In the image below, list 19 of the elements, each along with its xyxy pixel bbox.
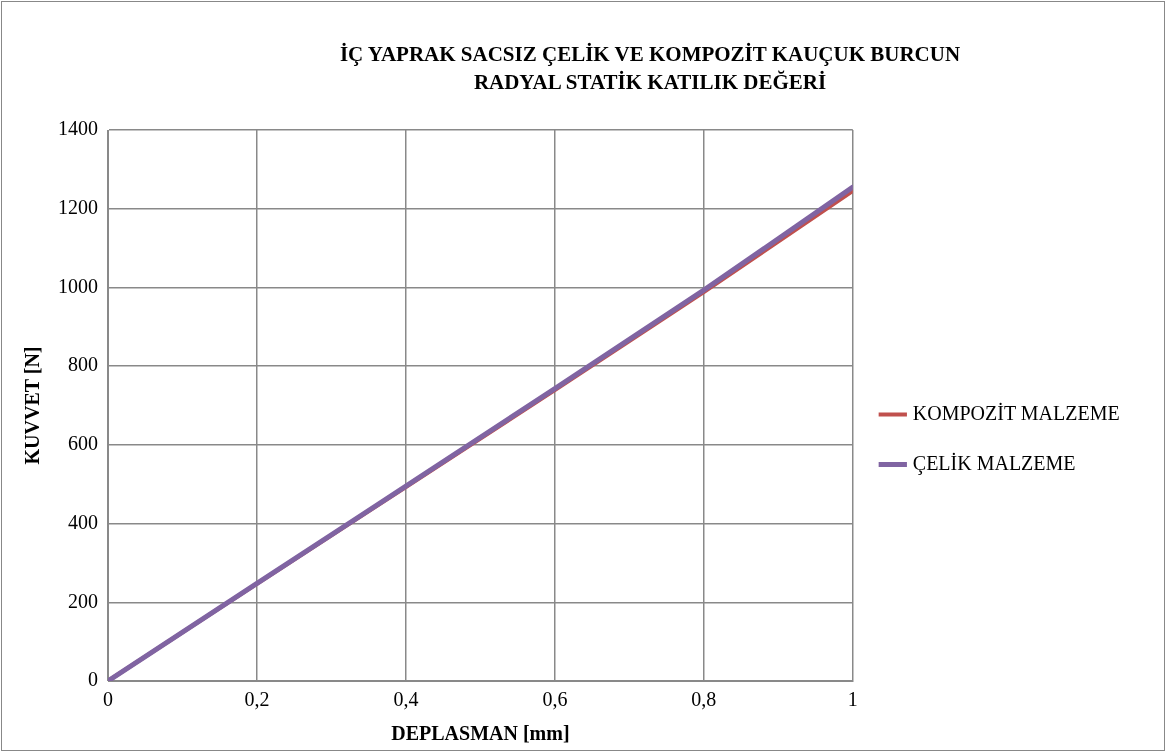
legend-label: KOMPOZİT MALZEME (912, 401, 1120, 424)
x-tick-label: 0 (103, 688, 113, 711)
x-tick-label: 1 (847, 688, 858, 711)
x-axis-title: DEPLASMAN [mm] (391, 722, 570, 745)
x-tick-label: 0,4 (393, 688, 419, 711)
y-tick-label: 1200 (58, 195, 98, 218)
x-tick-label: 0,6 (542, 688, 568, 711)
y-tick-label: 800 (68, 353, 98, 376)
y-tick-label: 600 (68, 432, 98, 455)
x-tick-label: 0,2 (244, 688, 270, 711)
y-tick-label: 1400 (58, 117, 98, 140)
x-tick-label: 0,8 (691, 688, 717, 711)
y-axis-title: KUVVET [N] (21, 346, 44, 465)
y-tick-label: 400 (68, 510, 98, 533)
chart-title: İÇ YAPRAK SACSIZ ÇELİK VE KOMPOZİT KAUÇUK BURCUN RADYAL STATİK KATILIK DEĞERİ (338, 41, 962, 96)
legend-label: ÇELİK MALZEME (912, 451, 1076, 475)
y-tick-label: 200 (68, 589, 98, 612)
y-tick-label: 0 (88, 668, 98, 691)
y-tick-label: 1000 (58, 274, 98, 297)
